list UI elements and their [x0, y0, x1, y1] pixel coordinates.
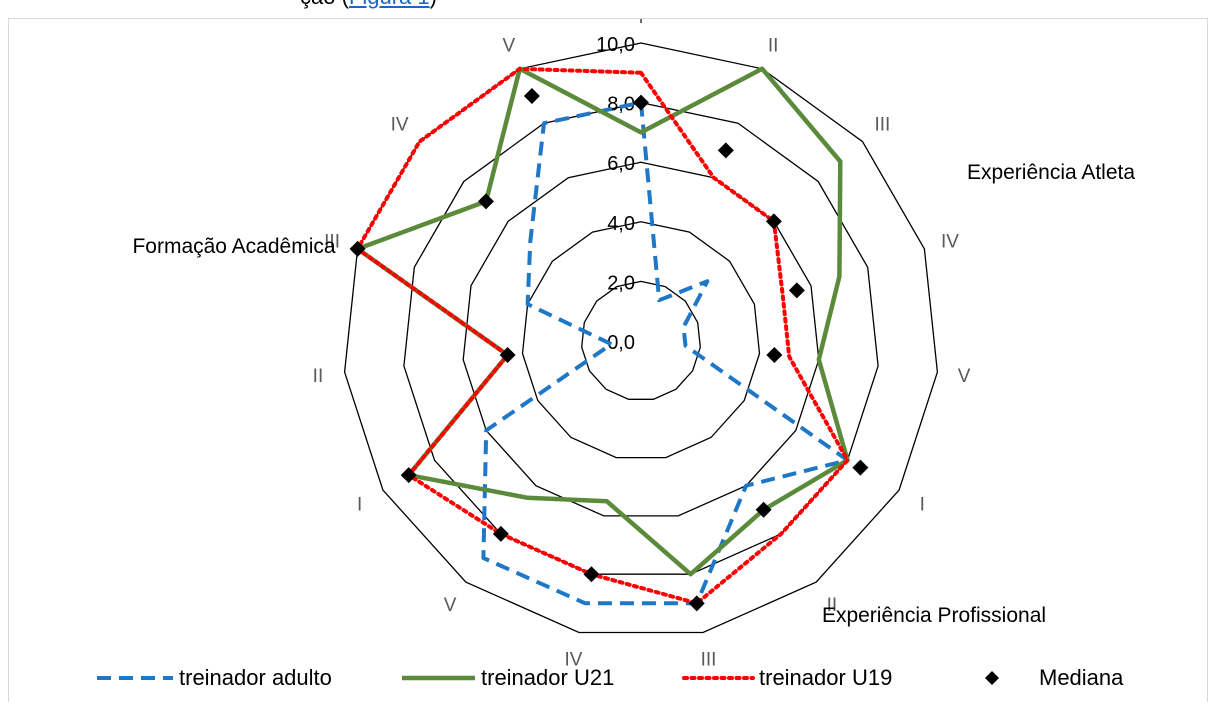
- mediana-point: [477, 193, 494, 210]
- axis-label: I: [920, 494, 925, 515]
- mediana-point: [765, 213, 782, 230]
- legend-label: treinador U19: [759, 665, 892, 690]
- mediana-point: [755, 501, 772, 518]
- axis-label: V: [958, 366, 971, 387]
- axis-label: II: [768, 35, 779, 56]
- group-label: Formação Acadêmica: [132, 235, 335, 258]
- mediana-point: [400, 467, 417, 484]
- series-line-treinador-u19: [355, 66, 850, 606]
- figure-link[interactable]: Figura 1: [349, 0, 430, 9]
- axis-label: IV: [941, 232, 959, 253]
- grid-ring: [403, 101, 879, 575]
- mediana-point: [523, 87, 540, 104]
- series-line-treinador-u21: [355, 66, 850, 577]
- grid-ring: [462, 161, 820, 517]
- top-fragment-text: ção (Figura 1): [300, 0, 437, 10]
- chart-frame: 0,02,04,06,08,010,0IIIIIIIVVIIIIIIIVVIII…: [8, 7, 1208, 702]
- grid-ring: [581, 280, 701, 400]
- mediana-point: [688, 595, 705, 612]
- mediana-point: [717, 142, 734, 159]
- mediana-point: [788, 282, 805, 299]
- axis-label: III: [701, 650, 717, 671]
- axis-label: V: [444, 595, 457, 616]
- legend-label: treinador U21: [481, 665, 614, 690]
- axis-label: II: [313, 366, 324, 387]
- series-line-treinador-adulto: [481, 100, 850, 606]
- axis-label: V: [503, 35, 516, 56]
- tick-label: 4,0: [607, 213, 635, 235]
- mediana-point: [852, 459, 869, 476]
- tick-label: 6,0: [607, 153, 635, 175]
- axis-label: III: [874, 115, 890, 136]
- legend-label: treinador adulto: [179, 665, 332, 690]
- tick-label: 8,0: [607, 94, 635, 116]
- mediana-point: [766, 347, 783, 364]
- radar-chart: 0,02,04,06,08,010,0IIIIIIIVVIIIIIIIVVIII…: [97, 7, 1135, 690]
- axis-label: III: [324, 232, 340, 253]
- grid-ring: [521, 221, 761, 459]
- axis-label: I: [638, 19, 643, 28]
- axis-label: IV: [564, 650, 582, 671]
- axis-label: IV: [391, 115, 409, 136]
- mediana-point: [492, 525, 509, 542]
- mediana-point: [633, 94, 649, 111]
- legend-marker-mediana: [985, 671, 999, 685]
- group-label: Experiência Atleta: [967, 161, 1135, 184]
- tick-label: 0,0: [607, 332, 635, 354]
- tick-label: 2,0: [607, 272, 635, 294]
- mediana-point: [349, 240, 366, 257]
- legend-label: Mediana: [1039, 665, 1124, 690]
- mediana-point: [499, 347, 516, 364]
- tick-label: 10,0: [596, 34, 635, 56]
- axis-label: II: [827, 595, 838, 616]
- axis-label: I: [357, 494, 362, 515]
- top-text-fragment: ção (Figura 1): [0, 0, 1214, 18]
- group-label: Experiência Profissional: [822, 604, 1046, 627]
- mediana-point: [583, 566, 600, 583]
